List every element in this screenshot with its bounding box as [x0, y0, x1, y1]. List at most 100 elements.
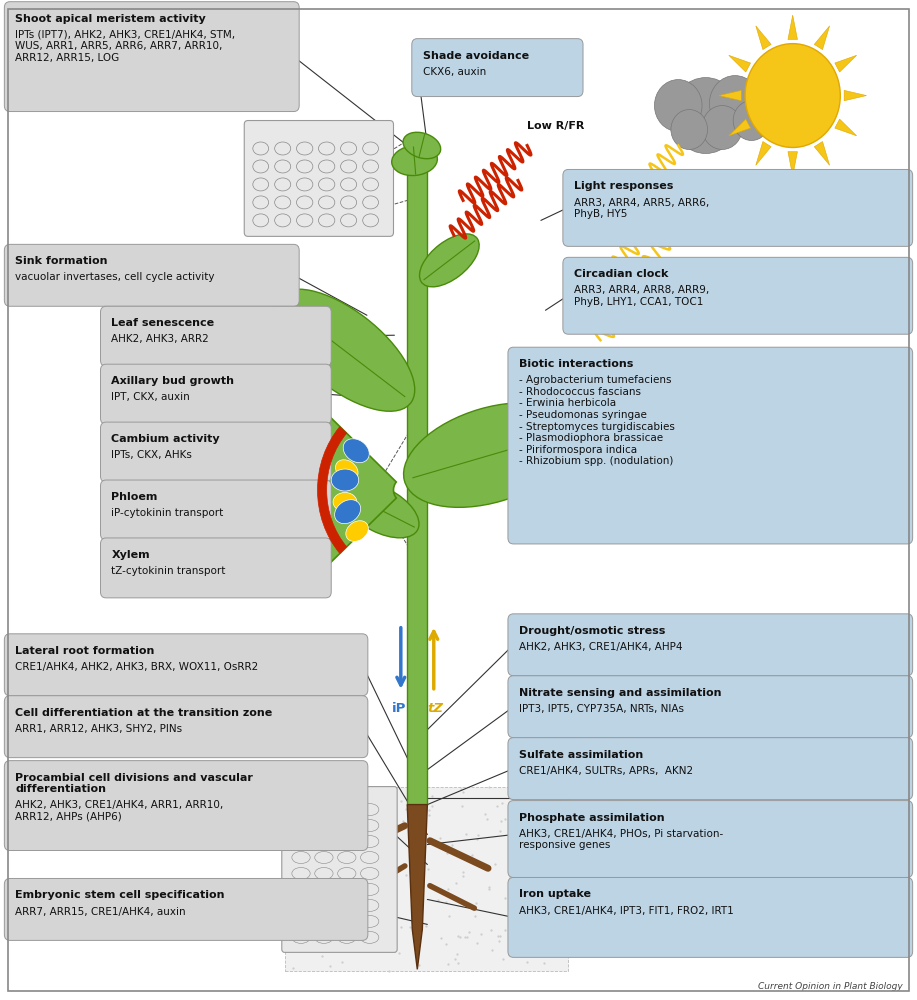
FancyBboxPatch shape — [508, 347, 912, 544]
Polygon shape — [729, 55, 750, 72]
Ellipse shape — [403, 403, 578, 507]
FancyBboxPatch shape — [508, 676, 912, 738]
Circle shape — [671, 78, 741, 153]
Text: vacuolar invertases, cell cycle activity: vacuolar invertases, cell cycle activity — [16, 272, 215, 282]
Text: IPTs (IPT7), AHK2, AHK3, CRE1/AHK4, STM,
WUS, ARR1, ARR5, ARR6, ARR7, ARR10,
ARR: IPTs (IPT7), AHK2, AHK3, CRE1/AHK4, STM,… — [16, 30, 236, 63]
Ellipse shape — [335, 500, 360, 524]
Text: tZ-cytokinin transport: tZ-cytokinin transport — [112, 566, 226, 576]
Circle shape — [734, 101, 769, 140]
Text: Cambium activity: Cambium activity — [112, 434, 220, 444]
Text: tZ: tZ — [427, 702, 444, 715]
Text: Leaf senescence: Leaf senescence — [112, 318, 215, 328]
Text: Phloem: Phloem — [112, 492, 158, 502]
Text: Axillary bud growth: Axillary bud growth — [112, 376, 235, 386]
FancyBboxPatch shape — [563, 169, 912, 246]
Ellipse shape — [403, 132, 441, 159]
Ellipse shape — [331, 469, 359, 491]
FancyBboxPatch shape — [5, 878, 368, 940]
Text: Low R/FR: Low R/FR — [527, 121, 584, 131]
Text: Procambial cell divisions and vascular
differentiation: Procambial cell divisions and vascular d… — [16, 773, 253, 794]
Polygon shape — [756, 26, 771, 50]
Text: Circadian clock: Circadian clock — [574, 269, 668, 279]
FancyBboxPatch shape — [101, 306, 331, 366]
Ellipse shape — [392, 145, 437, 176]
Ellipse shape — [333, 493, 357, 511]
Polygon shape — [845, 90, 867, 101]
Text: Iron uptake: Iron uptake — [519, 889, 591, 899]
Bar — [284, 787, 569, 971]
FancyBboxPatch shape — [508, 801, 912, 877]
Wedge shape — [317, 427, 347, 553]
Circle shape — [671, 110, 708, 149]
Ellipse shape — [336, 460, 358, 480]
FancyBboxPatch shape — [508, 877, 912, 957]
Text: IPT, CKX, auxin: IPT, CKX, auxin — [112, 392, 190, 402]
Text: ARR7, ARR15, CRE1/AHK4, auxin: ARR7, ARR15, CRE1/AHK4, auxin — [16, 907, 186, 917]
Polygon shape — [729, 119, 750, 136]
FancyBboxPatch shape — [101, 480, 331, 540]
Text: Light responses: Light responses — [574, 181, 673, 191]
Polygon shape — [814, 142, 830, 165]
Polygon shape — [788, 15, 798, 39]
Bar — [407, 136, 427, 805]
Text: CRE1/AHK4, SULTRs, APRs,  AKN2: CRE1/AHK4, SULTRs, APRs, AKN2 — [519, 766, 693, 776]
Wedge shape — [304, 417, 396, 564]
Text: - Agrobacterium tumefaciens
- Rhodococcus fascians
- Erwinia herbicola
- Pseudom: - Agrobacterium tumefaciens - Rhodococcu… — [519, 375, 675, 466]
Text: IPT3, IPT5, CYP735A, NRTs, NIAs: IPT3, IPT5, CYP735A, NRTs, NIAs — [519, 704, 684, 714]
Text: iP: iP — [392, 702, 406, 715]
Text: AHK3, CRE1/AHK4, PHOs, Pi starvation-
responsive genes: AHK3, CRE1/AHK4, PHOs, Pi starvation- re… — [519, 829, 724, 850]
Text: AHK2, AHK3, ARR2: AHK2, AHK3, ARR2 — [112, 334, 209, 344]
Ellipse shape — [342, 482, 419, 538]
FancyBboxPatch shape — [101, 422, 331, 482]
FancyBboxPatch shape — [508, 614, 912, 676]
Text: Embryonic stem cell specification: Embryonic stem cell specification — [16, 890, 225, 900]
Text: ARR1, ARR12, AHK3, SHY2, PINs: ARR1, ARR12, AHK3, SHY2, PINs — [16, 724, 182, 734]
FancyBboxPatch shape — [101, 538, 331, 598]
FancyBboxPatch shape — [101, 364, 331, 424]
Circle shape — [655, 80, 702, 132]
Text: AHK2, AHK3, CRE1/AHK4, ARR1, ARR10,
ARR12, AHPs (AHP6): AHK2, AHK3, CRE1/AHK4, ARR1, ARR10, ARR1… — [16, 800, 224, 821]
Text: Current Opinion in Plant Biology: Current Opinion in Plant Biology — [757, 982, 902, 991]
Text: AHK2, AHK3, CRE1/AHK4, AHP4: AHK2, AHK3, CRE1/AHK4, AHP4 — [519, 642, 682, 652]
Text: Sulfate assimilation: Sulfate assimilation — [519, 750, 643, 760]
Text: AHK3, CRE1/AHK4, IPT3, FIT1, FRO2, IRT1: AHK3, CRE1/AHK4, IPT3, FIT1, FRO2, IRT1 — [519, 906, 734, 916]
Text: iP-cytokinin transport: iP-cytokinin transport — [112, 508, 224, 518]
FancyBboxPatch shape — [5, 2, 299, 112]
Circle shape — [746, 44, 840, 147]
Text: Phosphate assimilation: Phosphate assimilation — [519, 813, 665, 823]
Polygon shape — [756, 142, 771, 165]
Text: Nitrate sensing and assimilation: Nitrate sensing and assimilation — [519, 688, 722, 698]
Circle shape — [710, 76, 761, 132]
Text: Biotic interactions: Biotic interactions — [519, 359, 634, 369]
FancyBboxPatch shape — [244, 121, 393, 236]
FancyBboxPatch shape — [563, 257, 912, 334]
Text: Drought/osmotic stress: Drought/osmotic stress — [519, 626, 666, 636]
FancyBboxPatch shape — [5, 696, 368, 758]
Polygon shape — [719, 90, 741, 101]
FancyBboxPatch shape — [5, 761, 368, 851]
Polygon shape — [814, 26, 830, 50]
Text: Cell differentiation at the transition zone: Cell differentiation at the transition z… — [16, 708, 272, 718]
Polygon shape — [407, 805, 427, 969]
Polygon shape — [834, 55, 856, 72]
Text: ARR3, ARR4, ARR5, ARR6,
PhyB, HY5: ARR3, ARR4, ARR5, ARR6, PhyB, HY5 — [574, 198, 709, 219]
Text: ARR3, ARR4, ARR8, ARR9,
PhyB, LHY1, CCA1, TOC1: ARR3, ARR4, ARR8, ARR9, PhyB, LHY1, CCA1… — [574, 285, 709, 307]
FancyBboxPatch shape — [412, 39, 583, 97]
Text: Xylem: Xylem — [112, 550, 150, 560]
FancyBboxPatch shape — [508, 738, 912, 800]
Polygon shape — [834, 119, 856, 136]
Ellipse shape — [343, 439, 370, 463]
FancyBboxPatch shape — [282, 787, 397, 952]
FancyBboxPatch shape — [5, 634, 368, 696]
FancyBboxPatch shape — [5, 244, 299, 306]
Ellipse shape — [273, 289, 414, 411]
Text: Shoot apical meristem activity: Shoot apical meristem activity — [16, 14, 206, 24]
Text: Sink formation: Sink formation — [16, 256, 108, 266]
Text: Shade avoidance: Shade avoidance — [423, 51, 529, 61]
Text: CRE1/AHK4, AHK2, AHK3, BRX, WOX11, OsRR2: CRE1/AHK4, AHK2, AHK3, BRX, WOX11, OsRR2 — [16, 662, 259, 672]
Polygon shape — [788, 152, 798, 176]
Text: CKX6, auxin: CKX6, auxin — [423, 67, 486, 77]
Text: Lateral root formation: Lateral root formation — [16, 646, 155, 656]
Ellipse shape — [419, 234, 480, 287]
Ellipse shape — [346, 521, 369, 541]
